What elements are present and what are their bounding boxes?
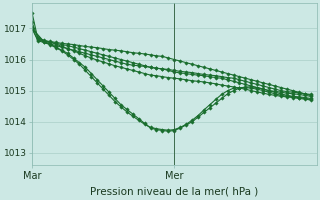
X-axis label: Pression niveau de la mer( hPa ): Pression niveau de la mer( hPa ): [90, 187, 259, 197]
